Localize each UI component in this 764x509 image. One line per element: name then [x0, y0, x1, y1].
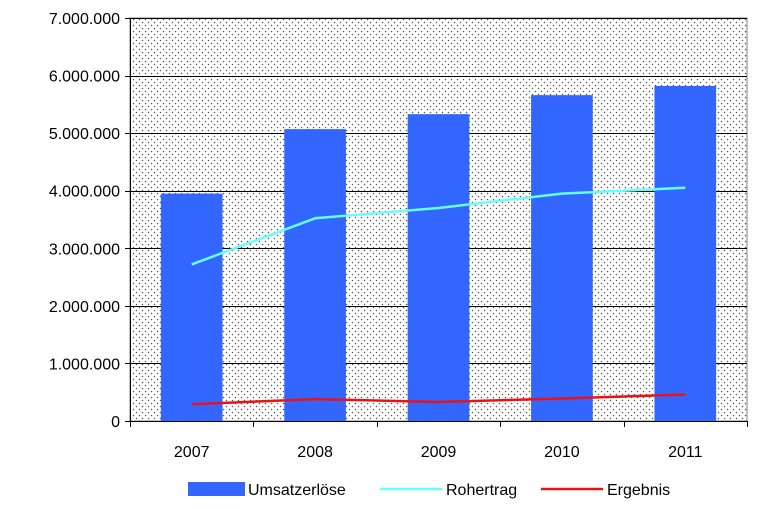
bar-umsatzerlöse-2007	[160, 193, 223, 421]
x-tick-label: 2010	[544, 444, 580, 461]
x-tick-label: 2011	[668, 444, 703, 461]
y-tick-label: 3.000.000	[49, 241, 120, 258]
bar-series	[160, 85, 717, 421]
bar-umsatzerlöse-2009	[407, 114, 470, 421]
legend-label-ergebnis: Ergebnis	[607, 482, 670, 499]
line-rohertrag	[191, 186, 686, 266]
x-tick-labels: 2007 2008 2009 2010 2011	[174, 444, 703, 461]
bar-umsatzerlöse-2011	[654, 85, 717, 421]
legend: Umsatzerlöse Rohertrag Ergebnis	[188, 482, 670, 499]
bar-umsatzerlöse-2010	[531, 95, 593, 421]
axes	[125, 18, 748, 427]
y-tick-label: 7.000.000	[49, 11, 120, 28]
y-tick-labels: 0 1.000.000 2.000.000 3.000.000 4.000.000 5.0…	[49, 11, 120, 431]
bar-umsatzerlöse-2008	[284, 129, 346, 421]
x-tick-label: 2009	[421, 444, 457, 461]
y-tick-label: 5.000.000	[49, 126, 120, 143]
line-series	[191, 186, 686, 406]
legend-label-rohertrag: Rohertrag	[446, 482, 517, 499]
y-tick-label: 1.000.000	[49, 356, 120, 373]
x-tick-label: 2007	[174, 444, 210, 461]
x-tick-label: 2008	[297, 444, 333, 461]
legend-label-umsatzerlöse: Umsatzerlöse	[248, 482, 346, 499]
y-tick-label: 0	[111, 414, 120, 431]
y-tick-label: 4.000.000	[49, 184, 120, 201]
y-tick-label: 2.000.000	[49, 299, 120, 316]
legend-swatch-umsatzerlöse	[188, 482, 245, 496]
y-tick-label: 6.000.000	[49, 69, 120, 86]
